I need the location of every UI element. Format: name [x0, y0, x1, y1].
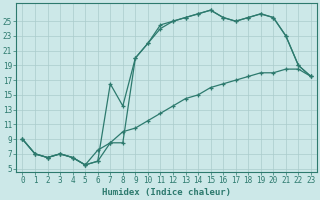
- X-axis label: Humidex (Indice chaleur): Humidex (Indice chaleur): [102, 188, 231, 197]
